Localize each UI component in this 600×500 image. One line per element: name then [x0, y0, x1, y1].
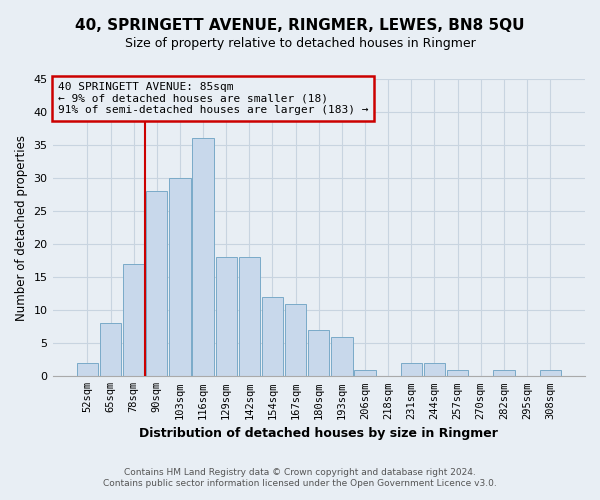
- Text: Size of property relative to detached houses in Ringmer: Size of property relative to detached ho…: [125, 38, 475, 51]
- Bar: [308, 330, 329, 376]
- Bar: [262, 297, 283, 376]
- Bar: [77, 363, 98, 376]
- Bar: [169, 178, 191, 376]
- Text: 40 SPRINGETT AVENUE: 85sqm
← 9% of detached houses are smaller (18)
91% of semi-: 40 SPRINGETT AVENUE: 85sqm ← 9% of detac…: [58, 82, 368, 115]
- X-axis label: Distribution of detached houses by size in Ringmer: Distribution of detached houses by size …: [139, 427, 498, 440]
- Text: Contains HM Land Registry data © Crown copyright and database right 2024.
Contai: Contains HM Land Registry data © Crown c…: [103, 468, 497, 487]
- Bar: [331, 336, 353, 376]
- Bar: [401, 363, 422, 376]
- Bar: [355, 370, 376, 376]
- Bar: [424, 363, 445, 376]
- Bar: [100, 324, 121, 376]
- Bar: [123, 264, 145, 376]
- Bar: [285, 304, 306, 376]
- Bar: [146, 192, 167, 376]
- Text: 40, SPRINGETT AVENUE, RINGMER, LEWES, BN8 5QU: 40, SPRINGETT AVENUE, RINGMER, LEWES, BN…: [75, 18, 525, 32]
- Bar: [539, 370, 561, 376]
- Bar: [493, 370, 515, 376]
- Bar: [447, 370, 468, 376]
- Bar: [215, 258, 237, 376]
- Bar: [193, 138, 214, 376]
- Y-axis label: Number of detached properties: Number of detached properties: [15, 134, 28, 320]
- Bar: [239, 258, 260, 376]
